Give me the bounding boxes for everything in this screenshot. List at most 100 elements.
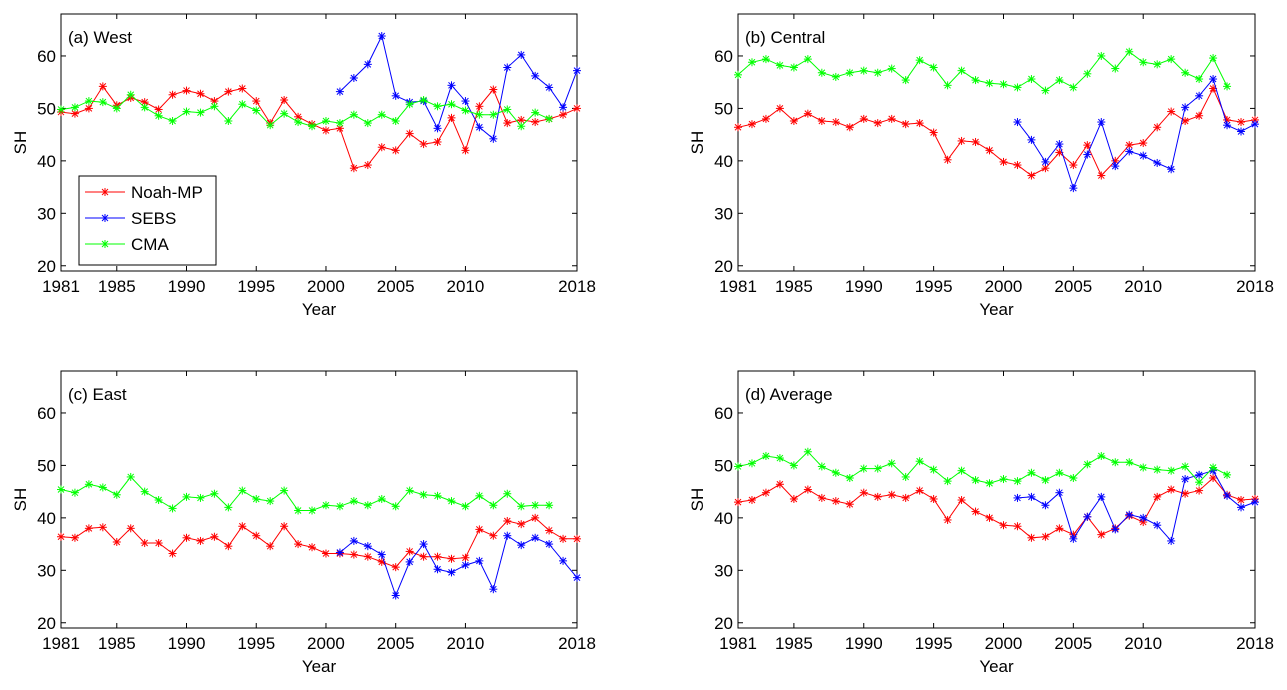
data-point [985,479,994,488]
data-point [377,494,386,503]
data-point [489,110,498,119]
data-point [775,104,784,113]
data-point [1069,534,1078,543]
data-point [971,476,980,485]
data-point [70,533,79,542]
data-point [252,97,261,106]
x-tick-label: 1981 [719,634,757,653]
x-tick-label: 1985 [775,277,813,296]
y-tick-label: 50 [714,456,733,475]
data-point [57,105,65,114]
data-point [489,501,498,510]
data-point [915,486,924,495]
data-point [196,89,205,98]
data-point [335,502,344,511]
data-point [789,494,798,503]
data-point [1223,82,1232,91]
data-point [224,87,233,96]
data-point [154,539,163,548]
data-point [1181,462,1190,471]
data-point [1125,458,1134,467]
data-point [1097,451,1106,460]
data-point [1083,141,1092,150]
data-point [943,155,952,164]
data-point [761,451,770,460]
data-point [943,477,952,486]
legend-item: CMA [85,235,169,254]
data-point [1153,123,1162,132]
data-point [929,63,938,72]
data-point [517,122,526,131]
data-point [461,553,470,562]
legend-item: Noah-MP [85,183,203,202]
data-point [1055,140,1064,149]
data-point [196,536,205,545]
data-point [1069,184,1078,193]
data-point [573,66,581,75]
data-point [349,536,358,545]
data-point [377,143,386,152]
data-point [210,532,219,541]
data-point [999,157,1008,166]
data-point [461,146,470,155]
data-point [831,72,840,81]
data-point [1167,485,1176,494]
data-point [433,565,442,574]
data-point [154,111,163,120]
data-point [349,73,358,82]
data-point [238,84,247,93]
x-tick-label: 2018 [1236,277,1274,296]
data-point [747,459,756,468]
x-tick-label: 1985 [98,277,136,296]
data-point [517,502,526,511]
data-point [224,116,233,125]
data-point [335,548,344,557]
data-point [943,515,952,524]
data-point [1209,75,1218,84]
legend-marker [101,188,109,196]
data-point [845,473,854,482]
y-axis-label: SH [688,488,707,512]
data-point [419,140,428,149]
data-point [817,493,826,502]
data-point [98,483,107,492]
data-point [1083,460,1092,469]
data-point [734,123,742,132]
data-point [321,116,330,125]
data-point [999,80,1008,89]
x-tick-label: 2010 [447,277,485,296]
series-line [737,477,1256,539]
data-point [985,513,994,522]
data-point [734,462,742,471]
data-point [1195,91,1204,100]
data-point [266,542,275,551]
data-point [775,454,784,463]
y-tick-label: 40 [714,509,733,528]
data-point [84,97,93,106]
series-noah-mp [57,82,581,173]
data-point [1195,470,1204,479]
y-tick-label: 60 [714,404,733,423]
x-tick-label: 1990 [168,634,206,653]
data-point [1041,532,1050,541]
data-point [447,497,456,506]
data-point [461,561,470,570]
data-point [349,110,358,119]
x-tick-label: 1981 [719,277,757,296]
x-tick-label: 1985 [775,634,813,653]
data-point [363,501,372,510]
data-point [1027,135,1036,144]
series-cma [734,447,1232,488]
data-point [1153,60,1162,69]
data-point [266,497,275,506]
data-point [1139,513,1148,522]
data-point [447,568,456,577]
y-tick-label: 60 [37,404,56,423]
data-point [859,114,868,123]
data-point [433,124,442,133]
data-point [517,541,526,550]
data-point [1237,127,1246,136]
x-tick-label: 2018 [558,634,596,653]
x-tick-label: 1981 [42,634,80,653]
legend-marker [101,240,109,248]
